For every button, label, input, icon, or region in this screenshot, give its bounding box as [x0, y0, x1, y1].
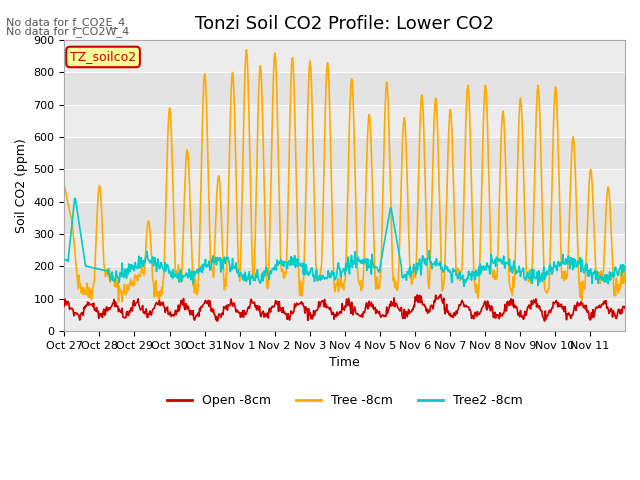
- Bar: [65, 202, 625, 234]
- Bar: [65, 266, 625, 299]
- Bar: [65, 299, 625, 331]
- Text: No data for f_CO2W_4: No data for f_CO2W_4: [6, 26, 130, 37]
- Bar: [65, 169, 625, 202]
- Legend: Open -8cm, Tree -8cm, Tree2 -8cm: Open -8cm, Tree -8cm, Tree2 -8cm: [162, 389, 527, 412]
- Bar: [65, 72, 625, 105]
- Bar: [65, 40, 625, 72]
- Bar: [65, 105, 625, 137]
- Bar: [65, 137, 625, 169]
- Text: TZ_soilco2: TZ_soilco2: [70, 50, 136, 63]
- Title: Tonzi Soil CO2 Profile: Lower CO2: Tonzi Soil CO2 Profile: Lower CO2: [195, 15, 494, 33]
- Text: No data for f_CO2E_4: No data for f_CO2E_4: [6, 17, 125, 28]
- Bar: [65, 234, 625, 266]
- Y-axis label: Soil CO2 (ppm): Soil CO2 (ppm): [15, 138, 28, 233]
- X-axis label: Time: Time: [330, 356, 360, 369]
